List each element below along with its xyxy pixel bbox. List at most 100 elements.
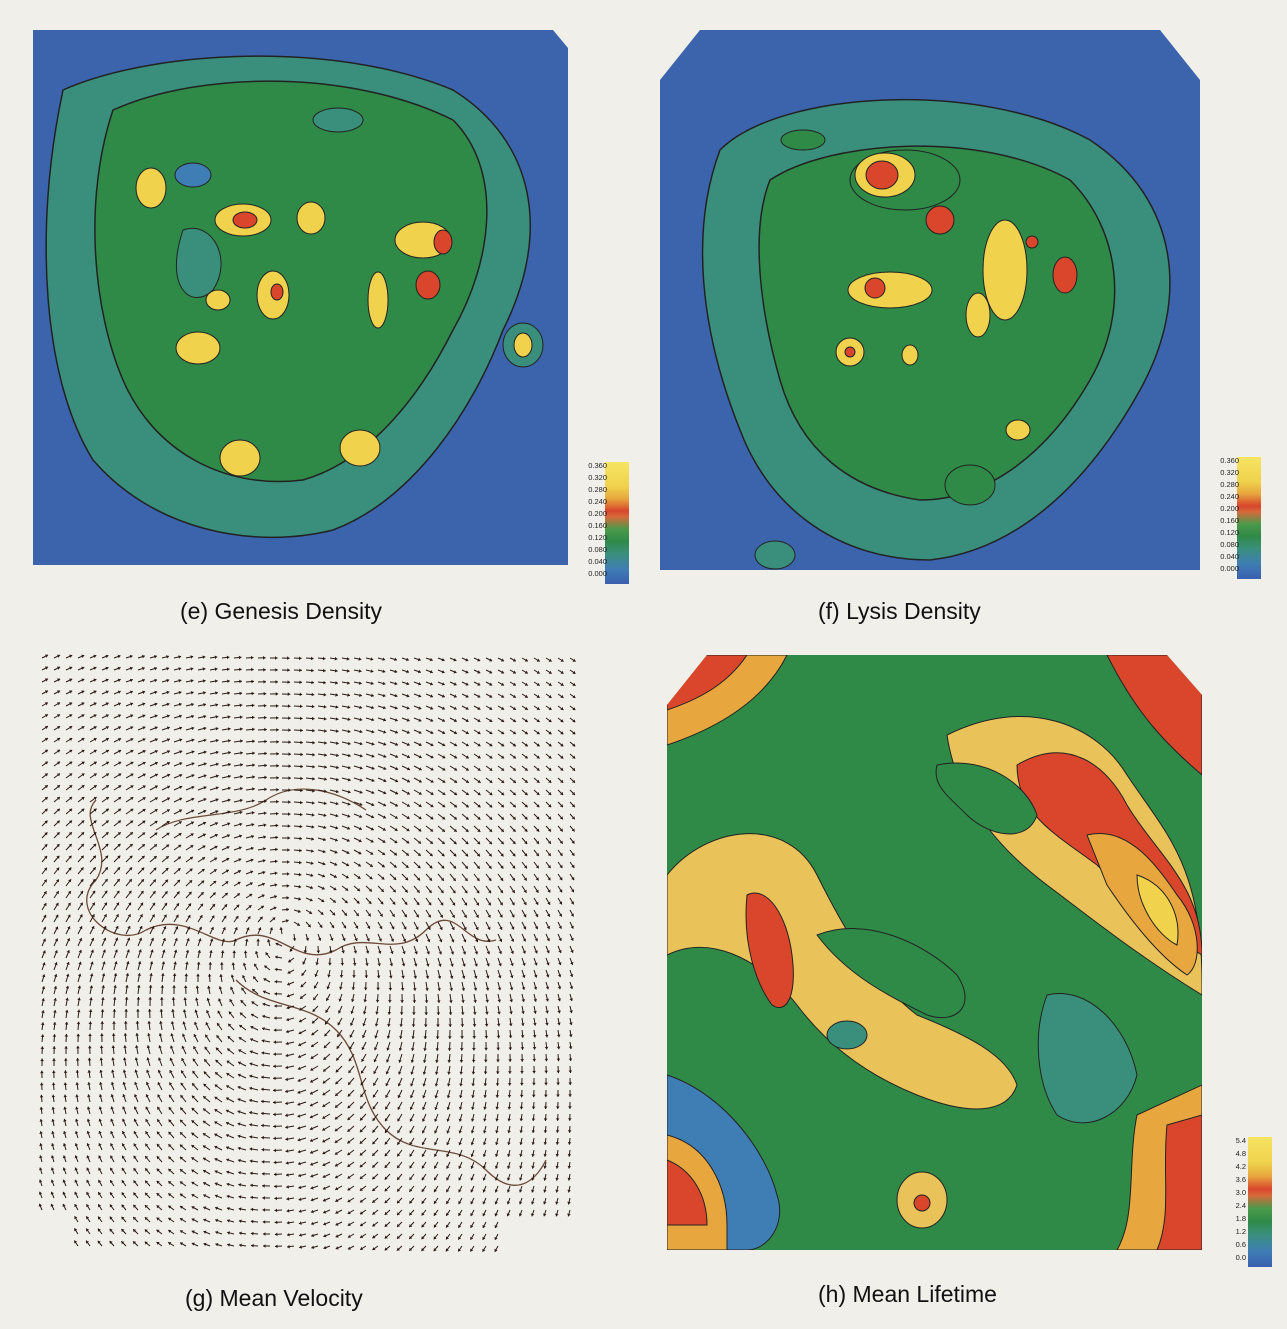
velocity-arrowhead	[422, 1118, 426, 1122]
velocity-arrowhead	[501, 682, 504, 686]
velocity-arrowhead	[93, 808, 97, 812]
velocity-arrowhead	[535, 865, 539, 869]
velocity-arrowhead	[313, 985, 317, 989]
velocity-arrowhead	[128, 902, 132, 906]
velocity-arrowhead	[81, 714, 85, 718]
velocity-arrowhead	[382, 815, 386, 819]
velocity-arrowhead	[44, 832, 48, 836]
velocity-arrowhead	[51, 1082, 56, 1086]
velocity-arrowhead	[474, 951, 479, 955]
velocity-arrowhead	[522, 962, 526, 966]
velocity-arrowhead	[441, 658, 445, 662]
velocity-arrowhead	[162, 938, 166, 941]
velocity-arrowhead	[299, 692, 303, 697]
velocity-arrowhead	[177, 856, 181, 860]
velocity-arrowhead	[140, 890, 144, 894]
velocity-arrowhead	[372, 1094, 376, 1098]
velocity-arrowhead	[228, 751, 231, 755]
velocity-arrowhead	[543, 1153, 547, 1157]
velocity-arrowhead	[470, 1153, 474, 1157]
velocity-arrowhead	[383, 718, 386, 722]
velocity-arrowhead	[287, 824, 291, 828]
velocity-arrowhead	[44, 726, 48, 730]
velocity-arrowhead	[406, 754, 410, 759]
velocity-arrowhead	[74, 1179, 78, 1183]
velocity-arrowhead	[334, 1128, 338, 1132]
velocity-arrowhead	[279, 927, 283, 930]
velocity-arrowhead	[532, 1070, 536, 1074]
velocity-arrowhead	[543, 1213, 547, 1217]
velocity-arrowhead	[544, 1070, 548, 1074]
velocity-arrowhead	[298, 1209, 302, 1213]
velocity-arrowhead	[181, 1070, 184, 1074]
velocity-arrowhead	[392, 889, 396, 893]
velocity-arrowhead	[482, 1201, 486, 1205]
velocity-arrowhead	[215, 786, 219, 790]
velocity-arrowhead	[386, 1047, 390, 1051]
velocity-arrowhead	[81, 808, 85, 812]
velocity-arrowhead	[218, 998, 222, 1002]
velocity-arrowhead	[545, 998, 549, 1002]
velocity-arrowhead	[135, 1033, 139, 1036]
velocity-arrowhead	[154, 832, 158, 836]
velocity-arrowhead	[382, 693, 386, 698]
velocity-arrowhead	[203, 1120, 206, 1124]
velocity-arrowhead	[323, 825, 327, 830]
velocity-arrowhead	[236, 904, 240, 908]
velocity-arrowhead	[103, 926, 107, 930]
velocity-arrowhead	[470, 1224, 474, 1228]
velocity-arrowhead	[238, 1207, 242, 1211]
velocity-arrowhead	[285, 1053, 289, 1058]
velocity-arrowhead	[133, 1180, 137, 1184]
velocity-arrowhead	[568, 1070, 573, 1073]
velocity-arrowhead	[359, 778, 363, 782]
velocity-arrowhead	[508, 1035, 513, 1038]
velocity-arrowhead	[41, 986, 46, 990]
velocity-arrowhead	[264, 775, 267, 780]
velocity-arrowhead	[488, 877, 492, 881]
velocity-arrowhead	[384, 1153, 388, 1157]
velocity-arrowhead	[501, 670, 504, 674]
velocity-arrowhead	[501, 731, 505, 735]
velocity-arrowhead	[81, 761, 85, 765]
velocity-arrowhead	[448, 1024, 452, 1027]
velocity-arrowhead	[458, 1118, 463, 1122]
velocity-arrowhead	[489, 658, 493, 662]
velocity-arrowhead	[117, 832, 121, 836]
velocity-arrowhead	[453, 682, 457, 686]
legend-tick: 0.240	[588, 497, 607, 506]
velocity-arrowhead	[365, 963, 369, 966]
velocity-arrowhead	[384, 1164, 388, 1168]
velocity-arrowhead	[262, 1002, 266, 1007]
velocity-arrowhead	[161, 961, 166, 965]
velocity-arrowhead	[127, 914, 131, 918]
velocity-arrowhead	[335, 1187, 339, 1191]
velocity-arrowhead	[144, 1229, 148, 1233]
velocity-arrowhead	[458, 1224, 462, 1228]
velocity-arrowhead	[519, 1165, 523, 1169]
velocity-arrowhead	[384, 1200, 388, 1204]
velocity-arrowhead	[101, 997, 105, 1000]
velocity-arrowhead	[225, 881, 229, 885]
velocity-arrowhead	[524, 694, 528, 698]
background-text	[600, 0, 620, 1320]
velocity-arrowhead	[452, 890, 456, 894]
velocity-arrowhead	[76, 1021, 81, 1025]
velocity-arrowhead	[87, 1094, 91, 1098]
velocity-arrowhead	[519, 1189, 523, 1193]
velocity-arrowhead	[162, 949, 166, 953]
velocity-arrowhead	[346, 863, 349, 867]
velocity-arrowhead	[501, 719, 505, 722]
velocity-arrowhead	[138, 937, 143, 941]
velocity-arrowhead	[176, 891, 180, 895]
velocity-arrowhead	[393, 864, 397, 868]
velocity-arrowhead	[477, 718, 481, 722]
velocity-arrowhead	[210, 927, 214, 930]
velocity-arrowhead	[239, 1231, 242, 1235]
velocity-arrowhead	[348, 1070, 352, 1073]
velocity-arrowhead	[89, 985, 94, 989]
velocity-arrowhead	[122, 1131, 126, 1135]
velocity-arrowhead	[383, 766, 387, 770]
velocity-arrowhead	[430, 743, 434, 747]
velocity-arrowhead	[239, 834, 242, 838]
